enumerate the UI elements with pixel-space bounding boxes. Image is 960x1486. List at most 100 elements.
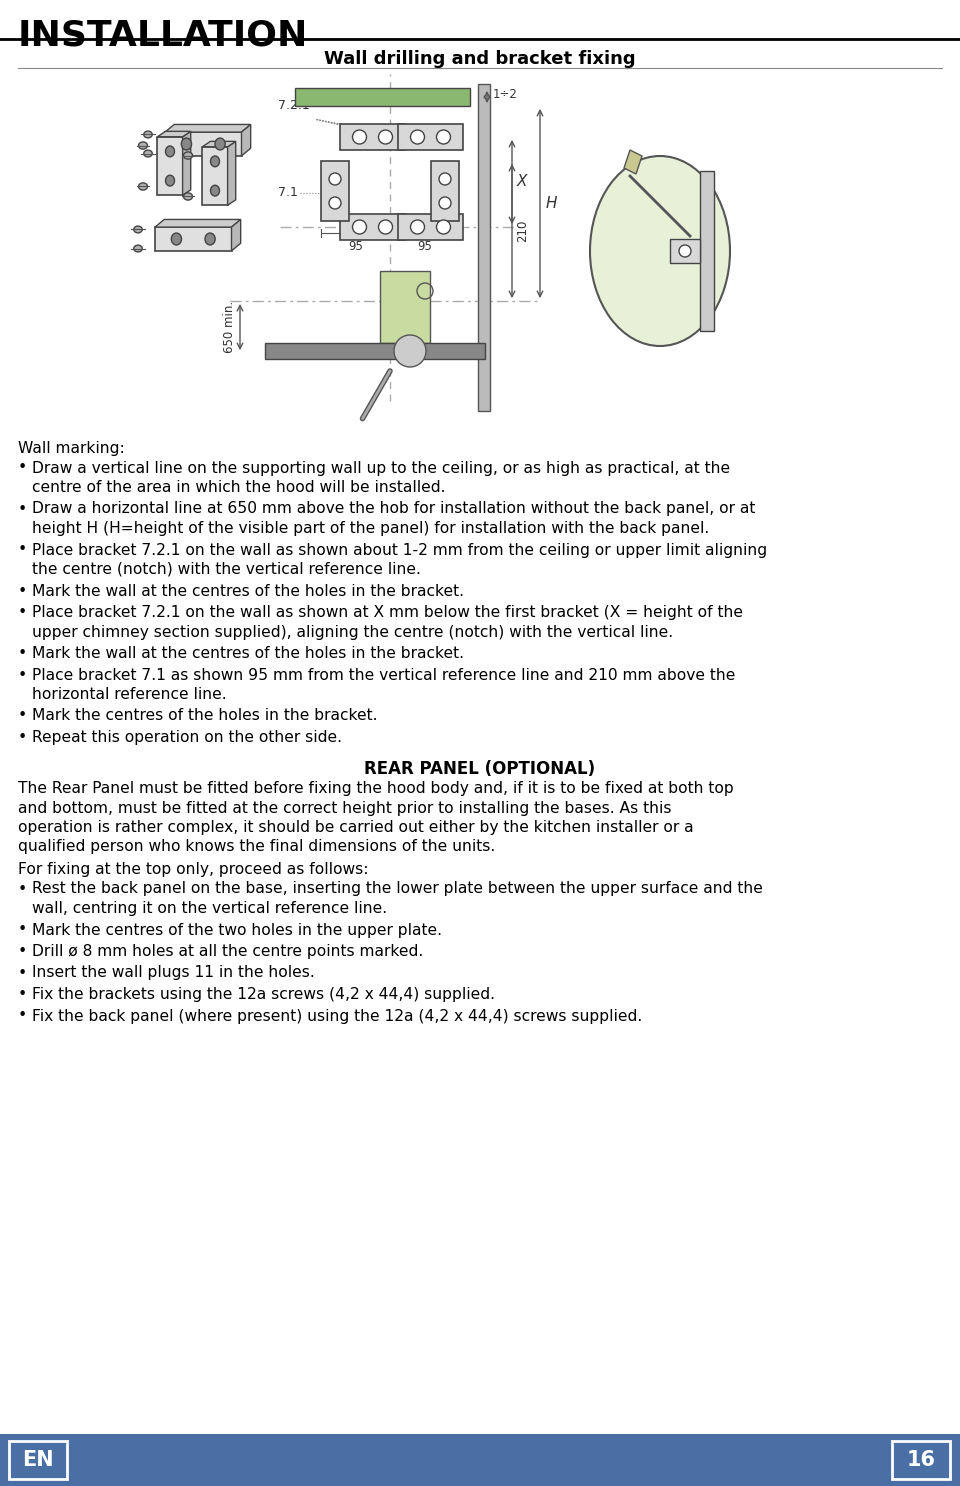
Text: centre of the area in which the hood will be installed.: centre of the area in which the hood wil… [32,480,445,495]
Text: wall, centring it on the vertical reference line.: wall, centring it on the vertical refere… [32,901,387,915]
Text: •: • [18,542,27,557]
Text: Repeat this operation on the other side.: Repeat this operation on the other side. [32,730,342,744]
Text: upper chimney section supplied), aligning the centre (notch) with the vertical l: upper chimney section supplied), alignin… [32,624,673,639]
Text: EN: EN [22,1450,54,1470]
Circle shape [439,198,451,210]
Text: 95: 95 [348,241,363,253]
Text: Drill ø 8 mm holes at all the centre points marked.: Drill ø 8 mm holes at all the centre poi… [32,944,423,958]
Circle shape [437,220,450,233]
Circle shape [394,334,426,367]
FancyBboxPatch shape [321,160,349,221]
Text: Mark the centres of the two holes in the upper plate.: Mark the centres of the two holes in the… [32,923,442,938]
Text: •: • [18,709,27,724]
Polygon shape [624,150,642,174]
Circle shape [352,129,367,144]
Text: •: • [18,944,27,958]
Text: The Rear Panel must be fitted before fixing the hood body and, if it is to be fi: The Rear Panel must be fitted before fix… [18,782,733,796]
Polygon shape [165,125,251,132]
Text: •: • [18,730,27,744]
Text: •: • [18,646,27,661]
Ellipse shape [138,143,148,149]
Polygon shape [157,131,191,137]
Text: •: • [18,987,27,1002]
Text: operation is rather complex, it should be carried out either by the kitchen inst: operation is rather complex, it should b… [18,820,694,835]
FancyBboxPatch shape [340,123,405,150]
Bar [295,88,470,106]
Polygon shape [203,147,228,205]
Text: •: • [18,605,27,620]
Text: •: • [18,966,27,981]
Ellipse shape [590,156,730,346]
FancyBboxPatch shape [892,1441,950,1479]
Ellipse shape [171,233,181,245]
Text: Fix the back panel (where present) using the 12a (4,2 x 44,4) screws supplied.: Fix the back panel (where present) using… [32,1009,642,1024]
Text: •: • [18,1009,27,1024]
Text: Place bracket 7.2.1 on the wall as shown at X mm below the first bracket (X = he: Place bracket 7.2.1 on the wall as shown… [32,605,743,620]
Text: Wall marking:: Wall marking: [18,441,125,456]
FancyBboxPatch shape [340,214,405,241]
Polygon shape [203,141,236,147]
Text: X: X [517,174,527,190]
Text: INSTALLATION: INSTALLATION [18,18,308,52]
Bar [0,1434,960,1486]
FancyBboxPatch shape [398,214,463,241]
Text: H: H [546,196,558,211]
Ellipse shape [181,138,192,150]
Text: Place bracket 7.2.1 on the wall as shown about 1-2 mm from the ceiling or upper : Place bracket 7.2.1 on the wall as shown… [32,542,767,557]
Text: For fixing at the top only, proceed as follows:: For fixing at the top only, proceed as f… [18,862,369,877]
Circle shape [378,129,393,144]
Ellipse shape [133,245,142,253]
Text: Wall drilling and bracket fixing: Wall drilling and bracket fixing [324,51,636,68]
Ellipse shape [210,156,220,166]
Text: height H (H=height of the visible part of the panel) for installation with the b: height H (H=height of the visible part o… [32,522,709,536]
Text: REAR PANEL (OPTIONAL): REAR PANEL (OPTIONAL) [365,759,595,777]
Text: Mark the centres of the holes in the bracket.: Mark the centres of the holes in the bra… [32,709,377,724]
Circle shape [352,220,367,233]
Text: •: • [18,461,27,476]
Text: and bottom, must be fitted at the correct height prior to installing the bases. : and bottom, must be fitted at the correc… [18,801,671,816]
Text: 7.1: 7.1 [278,187,298,199]
Text: 16: 16 [906,1450,935,1470]
Polygon shape [155,220,241,227]
Text: 1÷2: 1÷2 [493,89,517,101]
Polygon shape [242,125,251,156]
Ellipse shape [165,146,175,158]
Text: •: • [18,584,27,599]
Bar [265,343,485,360]
Polygon shape [157,137,182,195]
Text: •: • [18,501,27,517]
Circle shape [378,220,393,233]
Text: Draw a horizontal line at 650 mm above the hob for installation without the back: Draw a horizontal line at 650 mm above t… [32,501,756,517]
Ellipse shape [205,233,215,245]
Text: 210: 210 [516,220,529,242]
Text: 7.2.1: 7.2.1 [278,100,310,111]
Text: Mark the wall at the centres of the holes in the bracket.: Mark the wall at the centres of the hole… [32,646,464,661]
Polygon shape [231,220,241,251]
Text: •: • [18,881,27,896]
Ellipse shape [183,152,193,159]
Circle shape [439,172,451,184]
Text: •: • [18,923,27,938]
Text: Rest the back panel on the base, inserting the lower plate between the upper sur: Rest the back panel on the base, inserti… [32,881,763,896]
Text: •: • [18,667,27,682]
Ellipse shape [210,186,220,196]
Polygon shape [228,141,236,205]
Ellipse shape [215,138,226,150]
Bar [670,239,700,263]
Text: Mark the wall at the centres of the holes in the bracket.: Mark the wall at the centres of the hole… [32,584,464,599]
Circle shape [437,129,450,144]
Ellipse shape [144,150,153,158]
Polygon shape [155,227,231,251]
Bar [478,85,490,412]
Text: horizontal reference line.: horizontal reference line. [32,687,227,701]
Ellipse shape [138,183,148,190]
Ellipse shape [133,226,142,233]
Bar [380,270,430,343]
FancyBboxPatch shape [9,1441,67,1479]
Text: qualified person who knows the final dimensions of the units.: qualified person who knows the final dim… [18,840,495,854]
Ellipse shape [144,131,153,138]
Text: Fix the brackets using the 12a screws (4,2 x 44,4) supplied.: Fix the brackets using the 12a screws (4… [32,987,495,1002]
Polygon shape [165,132,242,156]
Circle shape [411,220,424,233]
Text: 95: 95 [417,241,432,253]
